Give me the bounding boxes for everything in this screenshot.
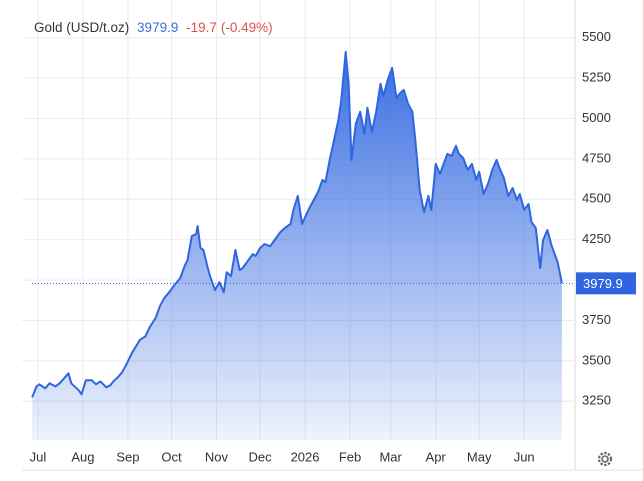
x-tick-label: Aug (71, 449, 94, 464)
x-tick-label: Jun (514, 449, 535, 464)
y-tick-label: 5000 (582, 110, 611, 125)
y-tick-label: 4500 (582, 191, 611, 206)
gear-hub (601, 455, 609, 463)
x-tick-label: Dec (248, 449, 272, 464)
area (32, 51, 562, 441)
price-line (31, 50, 563, 398)
last-price-label: 3979.9 (583, 276, 623, 291)
y-tick-label: 3750 (582, 312, 611, 327)
y-tick-label: 5500 (582, 29, 611, 44)
x-tick-label: Jul (30, 449, 47, 464)
x-tick-label: Mar (379, 449, 402, 464)
gear-teeth (597, 451, 613, 467)
y-tick-label: 3500 (582, 352, 611, 367)
x-tick-label: May (467, 449, 492, 464)
y-tick-label: 5250 (582, 70, 611, 85)
x-tick-label: Sep (116, 449, 139, 464)
y-tick-label: 3250 (582, 393, 611, 408)
change: -19.7 (186, 20, 217, 35)
price: 3979.9 (137, 20, 179, 35)
x-tick-label: 2026 (291, 449, 320, 464)
last-price-box (576, 272, 636, 295)
title: Gold (USD/t.oz) (34, 20, 130, 35)
x-tick-label: Nov (205, 449, 229, 464)
settings-icon[interactable] (597, 451, 613, 467)
change-pct: (-0.49%) (220, 20, 273, 35)
y-tick-label: 4750 (582, 150, 611, 165)
x-tick-label: Oct (161, 449, 182, 464)
y-tick-label: 4250 (582, 231, 611, 246)
x-tick-label: Feb (339, 449, 361, 464)
x-tick-label: Apr (426, 449, 447, 464)
header: Gold (USD/t.oz) 3979.9 -19.7 (-0.49%) (34, 20, 277, 35)
